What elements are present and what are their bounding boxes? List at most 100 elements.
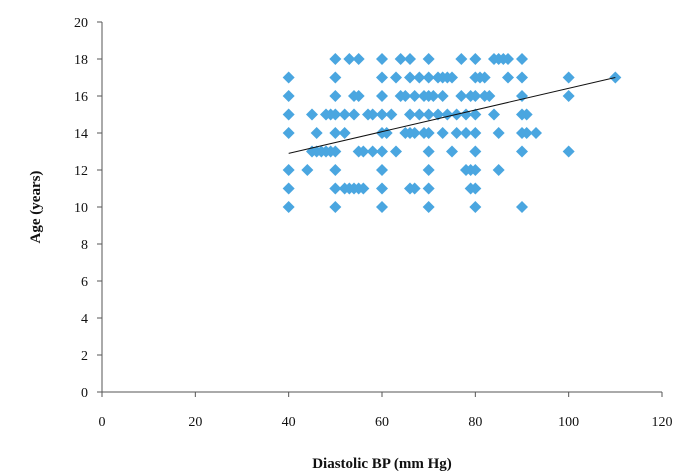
x-tick-label: 60 <box>375 415 389 430</box>
data-point <box>329 90 342 102</box>
y-tick-label: 4 <box>81 312 88 327</box>
data-point <box>282 127 295 139</box>
y-tick-label: 20 <box>74 16 88 31</box>
data-point <box>516 71 528 84</box>
data-point <box>385 108 398 121</box>
data-point <box>469 182 482 195</box>
data-point <box>376 182 388 195</box>
data-point <box>376 90 388 102</box>
data-point <box>520 127 533 139</box>
data-point <box>282 164 295 176</box>
data-point <box>348 108 360 121</box>
data-point <box>460 127 472 139</box>
data-point <box>329 164 342 176</box>
data-point <box>446 145 458 158</box>
data-point <box>394 53 407 65</box>
x-tick-label: 80 <box>468 415 482 430</box>
y-tick-label: 10 <box>74 201 88 216</box>
y-tick-label: 16 <box>74 90 88 105</box>
data-point <box>427 90 440 102</box>
data-point <box>376 145 388 158</box>
data-point <box>376 108 388 121</box>
data-point <box>390 71 402 84</box>
x-tick-label: 120 <box>652 415 673 430</box>
data-point <box>329 145 342 158</box>
data-point <box>492 164 505 176</box>
data-point <box>483 90 496 102</box>
data-point <box>413 108 426 121</box>
y-tick-label: 2 <box>81 349 88 364</box>
y-tick-label: 8 <box>81 238 88 253</box>
data-point <box>357 145 370 158</box>
data-point <box>516 53 528 65</box>
data-point <box>469 127 482 139</box>
data-point <box>390 145 402 158</box>
data-point <box>516 90 528 102</box>
data-point <box>399 90 412 102</box>
data-point <box>329 53 342 65</box>
x-tick-label: 20 <box>188 415 202 430</box>
data-point <box>310 127 323 139</box>
data-point <box>282 108 295 121</box>
data-point <box>282 182 295 195</box>
data-point <box>516 145 528 158</box>
data-point <box>408 127 421 139</box>
data-point <box>478 71 491 84</box>
data-point <box>329 182 342 195</box>
x-tick-label: 100 <box>558 415 579 430</box>
data-point <box>329 201 342 213</box>
data-point <box>422 127 435 139</box>
data-point <box>422 201 435 213</box>
data-point <box>422 108 435 121</box>
data-point <box>357 182 370 195</box>
data-point <box>338 127 351 139</box>
data-point <box>366 108 379 121</box>
data-point <box>408 182 421 195</box>
data-point <box>413 71 426 84</box>
y-axis-title: Age (years) <box>28 171 44 244</box>
x-tick-label: 40 <box>282 415 296 430</box>
data-point <box>404 108 416 121</box>
trendline-group <box>288 77 616 154</box>
data-point <box>329 108 342 121</box>
data-point <box>422 53 435 65</box>
data-point <box>376 53 388 65</box>
data-point <box>469 201 482 213</box>
data-point <box>492 127 505 139</box>
data-point <box>376 201 388 213</box>
data-point <box>376 71 388 84</box>
data-point <box>301 164 314 176</box>
data-point <box>404 53 416 65</box>
data-point <box>422 182 435 195</box>
data-point <box>422 145 435 158</box>
trendline <box>288 77 616 154</box>
data-point <box>450 127 463 139</box>
data-point <box>352 53 365 65</box>
data-point <box>455 90 468 102</box>
data-point <box>329 71 342 84</box>
data-point <box>282 201 295 213</box>
data-point <box>436 127 449 139</box>
data-point <box>562 90 575 102</box>
y-axis: 0 2 4 6 8 10 12 14 16 18 20 <box>74 16 103 401</box>
data-point <box>376 164 388 176</box>
data-point <box>404 71 416 84</box>
data-point <box>469 145 482 158</box>
x-axis-title: Diastolic BP (mm Hg) <box>312 456 452 472</box>
data-point <box>469 90 482 102</box>
data-point <box>520 108 533 121</box>
data-point <box>562 145 575 158</box>
data-point <box>408 90 421 102</box>
data-point <box>469 108 482 121</box>
y-tick-label: 14 <box>74 127 88 142</box>
data-point <box>282 71 295 84</box>
data-point <box>366 145 379 158</box>
data-point <box>469 164 482 176</box>
data-point <box>282 90 295 102</box>
data-point <box>352 90 365 102</box>
y-tick-label: 12 <box>74 164 88 179</box>
data-point <box>502 71 514 84</box>
data-point <box>343 53 356 65</box>
data-point <box>516 201 528 213</box>
y-tick-label: 18 <box>74 53 88 68</box>
